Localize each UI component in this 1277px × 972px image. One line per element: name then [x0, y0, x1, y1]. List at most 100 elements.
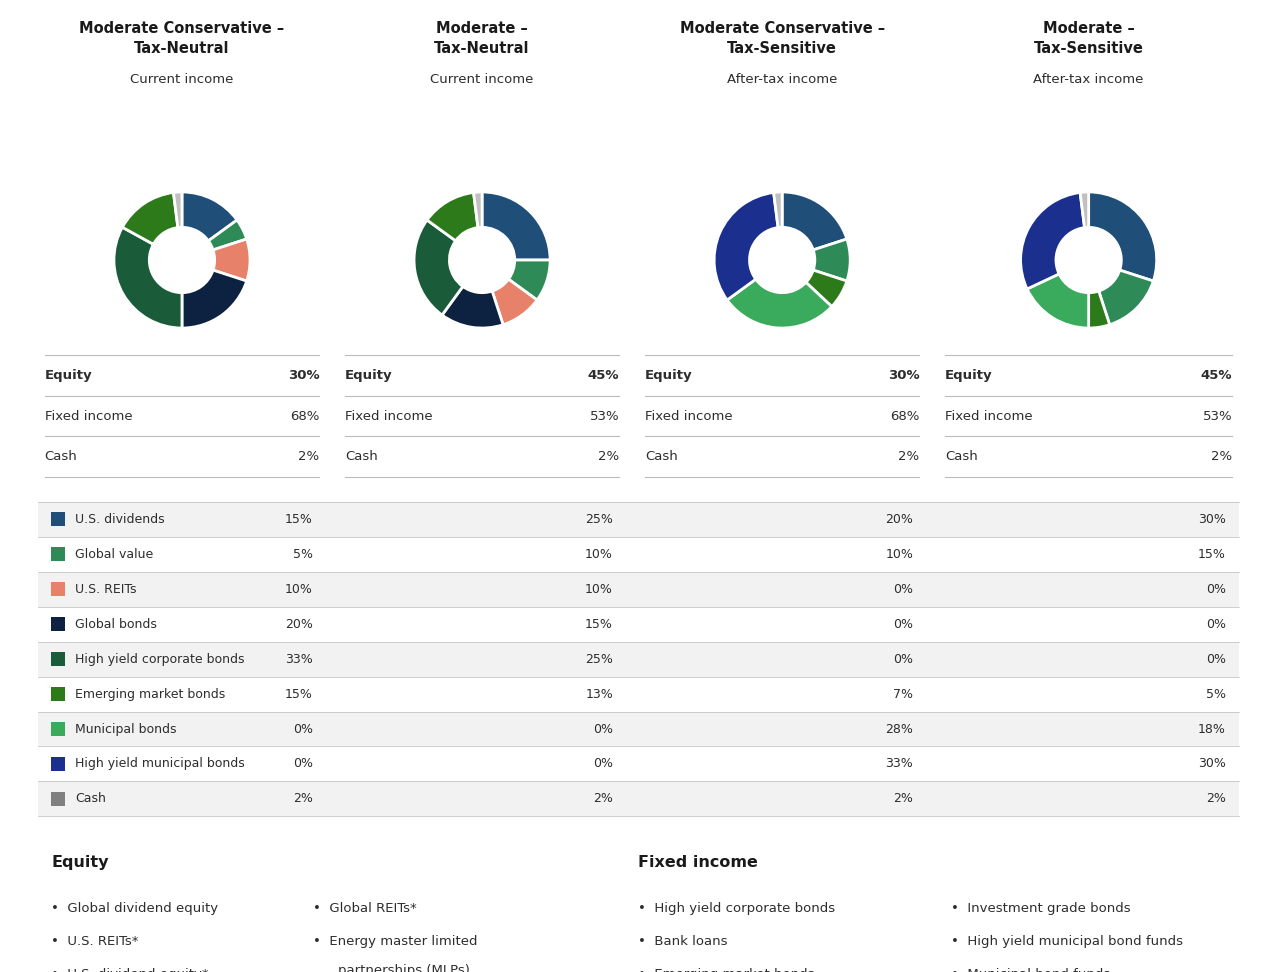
Text: •  Global REITs*: • Global REITs* [313, 902, 416, 915]
Text: 0%: 0% [593, 722, 613, 736]
Text: •  Municipal bond funds: • Municipal bond funds [951, 968, 1111, 972]
Wedge shape [213, 239, 250, 281]
Text: Equity: Equity [51, 855, 109, 870]
Text: 10%: 10% [585, 582, 613, 596]
Text: Fixed income: Fixed income [945, 409, 1033, 423]
Text: Fixed income: Fixed income [345, 409, 433, 423]
Text: 0%: 0% [893, 582, 913, 596]
Text: 10%: 10% [585, 547, 613, 561]
Wedge shape [174, 191, 183, 227]
Text: Fixed income: Fixed income [645, 409, 733, 423]
Text: 20%: 20% [285, 617, 313, 631]
Text: Current income: Current income [130, 73, 234, 86]
Text: 68%: 68% [890, 409, 919, 423]
Wedge shape [1080, 191, 1089, 227]
Text: 18%: 18% [1198, 722, 1226, 736]
Wedge shape [1088, 291, 1110, 329]
Wedge shape [181, 270, 246, 329]
Text: After-tax income: After-tax income [727, 73, 838, 86]
Wedge shape [474, 191, 483, 227]
Text: 15%: 15% [585, 617, 613, 631]
Wedge shape [114, 227, 181, 329]
Text: 30%: 30% [1198, 512, 1226, 526]
Text: Fixed income: Fixed income [638, 855, 759, 870]
Wedge shape [481, 191, 550, 260]
Text: 25%: 25% [585, 512, 613, 526]
Text: 30%: 30% [287, 368, 319, 382]
Wedge shape [1027, 274, 1088, 329]
Text: 15%: 15% [285, 687, 313, 701]
Text: Cash: Cash [945, 450, 978, 464]
Text: Global value: Global value [75, 547, 153, 561]
Text: 30%: 30% [888, 368, 919, 382]
Wedge shape [1088, 191, 1157, 281]
Text: 0%: 0% [893, 617, 913, 631]
Text: Moderate –
Tax-Neutral: Moderate – Tax-Neutral [434, 21, 530, 55]
Text: •  U.S. REITs*: • U.S. REITs* [51, 935, 139, 948]
Text: 2%: 2% [893, 792, 913, 806]
Text: Equity: Equity [645, 368, 692, 382]
Text: 25%: 25% [585, 652, 613, 666]
Text: 0%: 0% [292, 722, 313, 736]
Text: After-tax income: After-tax income [1033, 73, 1144, 86]
Text: •  High yield corporate bonds: • High yield corporate bonds [638, 902, 835, 915]
Wedge shape [492, 279, 538, 325]
Wedge shape [727, 279, 831, 328]
Text: 45%: 45% [587, 368, 619, 382]
Text: U.S. dividends: U.S. dividends [75, 512, 165, 526]
Text: 20%: 20% [885, 512, 913, 526]
Text: •  Investment grade bonds: • Investment grade bonds [951, 902, 1131, 915]
Text: Moderate –
Tax-Sensitive: Moderate – Tax-Sensitive [1033, 21, 1144, 55]
Text: 45%: 45% [1200, 368, 1232, 382]
Text: 10%: 10% [285, 582, 313, 596]
Text: partnerships (MLPs): partnerships (MLPs) [338, 964, 470, 972]
Text: 0%: 0% [1205, 617, 1226, 631]
Wedge shape [427, 192, 478, 241]
Text: •  U.S. dividend equity*: • U.S. dividend equity* [51, 968, 208, 972]
Text: Global bonds: Global bonds [75, 617, 157, 631]
Text: Cash: Cash [345, 450, 378, 464]
Text: U.S. REITs: U.S. REITs [75, 582, 137, 596]
Text: Equity: Equity [945, 368, 992, 382]
Text: 2%: 2% [1211, 450, 1232, 464]
Wedge shape [774, 191, 783, 227]
Text: •  Bank loans: • Bank loans [638, 935, 728, 948]
Text: Equity: Equity [45, 368, 92, 382]
Text: 28%: 28% [885, 722, 913, 736]
Text: 0%: 0% [593, 757, 613, 771]
Text: Moderate Conservative –
Tax-Neutral: Moderate Conservative – Tax-Neutral [79, 21, 285, 55]
Text: Cash: Cash [645, 450, 678, 464]
Text: 15%: 15% [285, 512, 313, 526]
Text: 2%: 2% [598, 450, 619, 464]
Wedge shape [1098, 270, 1153, 325]
Text: •  Global dividend equity: • Global dividend equity [51, 902, 218, 915]
Text: 53%: 53% [1203, 409, 1232, 423]
Text: 0%: 0% [893, 652, 913, 666]
Text: •  High yield municipal bond funds: • High yield municipal bond funds [951, 935, 1184, 948]
Text: 2%: 2% [298, 450, 319, 464]
Text: 2%: 2% [593, 792, 613, 806]
Text: 13%: 13% [585, 687, 613, 701]
Text: •  Energy master limited: • Energy master limited [313, 935, 478, 948]
Text: 68%: 68% [290, 409, 319, 423]
Wedge shape [414, 220, 462, 315]
Wedge shape [208, 220, 246, 250]
Wedge shape [442, 287, 503, 328]
Text: High yield corporate bonds: High yield corporate bonds [75, 652, 245, 666]
Wedge shape [508, 260, 550, 300]
Wedge shape [181, 191, 238, 241]
Text: 5%: 5% [292, 547, 313, 561]
Wedge shape [714, 192, 778, 300]
Text: Municipal bonds: Municipal bonds [75, 722, 176, 736]
Text: Fixed income: Fixed income [45, 409, 133, 423]
Wedge shape [813, 239, 850, 281]
Text: 0%: 0% [292, 757, 313, 771]
Wedge shape [123, 192, 178, 244]
Text: 2%: 2% [1205, 792, 1226, 806]
Text: Equity: Equity [345, 368, 392, 382]
Text: Emerging market bonds: Emerging market bonds [75, 687, 226, 701]
Text: 53%: 53% [590, 409, 619, 423]
Text: Cash: Cash [75, 792, 106, 806]
Text: 7%: 7% [893, 687, 913, 701]
Text: High yield municipal bonds: High yield municipal bonds [75, 757, 245, 771]
